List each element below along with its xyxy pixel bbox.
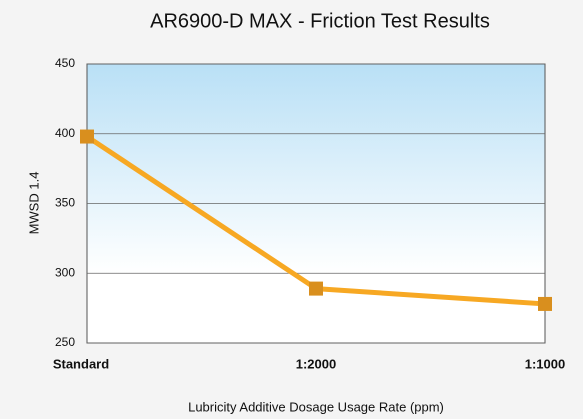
x-tick-label: 1:2000 (296, 356, 336, 371)
y-tick-label: 350 (55, 196, 75, 210)
y-tick-label: 400 (55, 126, 75, 140)
y-tick-label: 300 (55, 265, 75, 279)
y-tick-label: 450 (55, 56, 75, 70)
x-tick-label: Standard (53, 356, 109, 371)
x-axis-label: Lubricity Additive Dosage Usage Rate (pp… (188, 399, 444, 414)
y-axis-label: MWSD 1.4 (26, 172, 41, 235)
chart-title: AR6900-D MAX - Friction Test Results (150, 10, 490, 32)
marker (538, 296, 552, 311)
marker (80, 129, 94, 144)
y-tick-label: 250 (55, 335, 75, 349)
marker (309, 281, 323, 296)
x-tick-label: 1:1000 (525, 356, 565, 371)
